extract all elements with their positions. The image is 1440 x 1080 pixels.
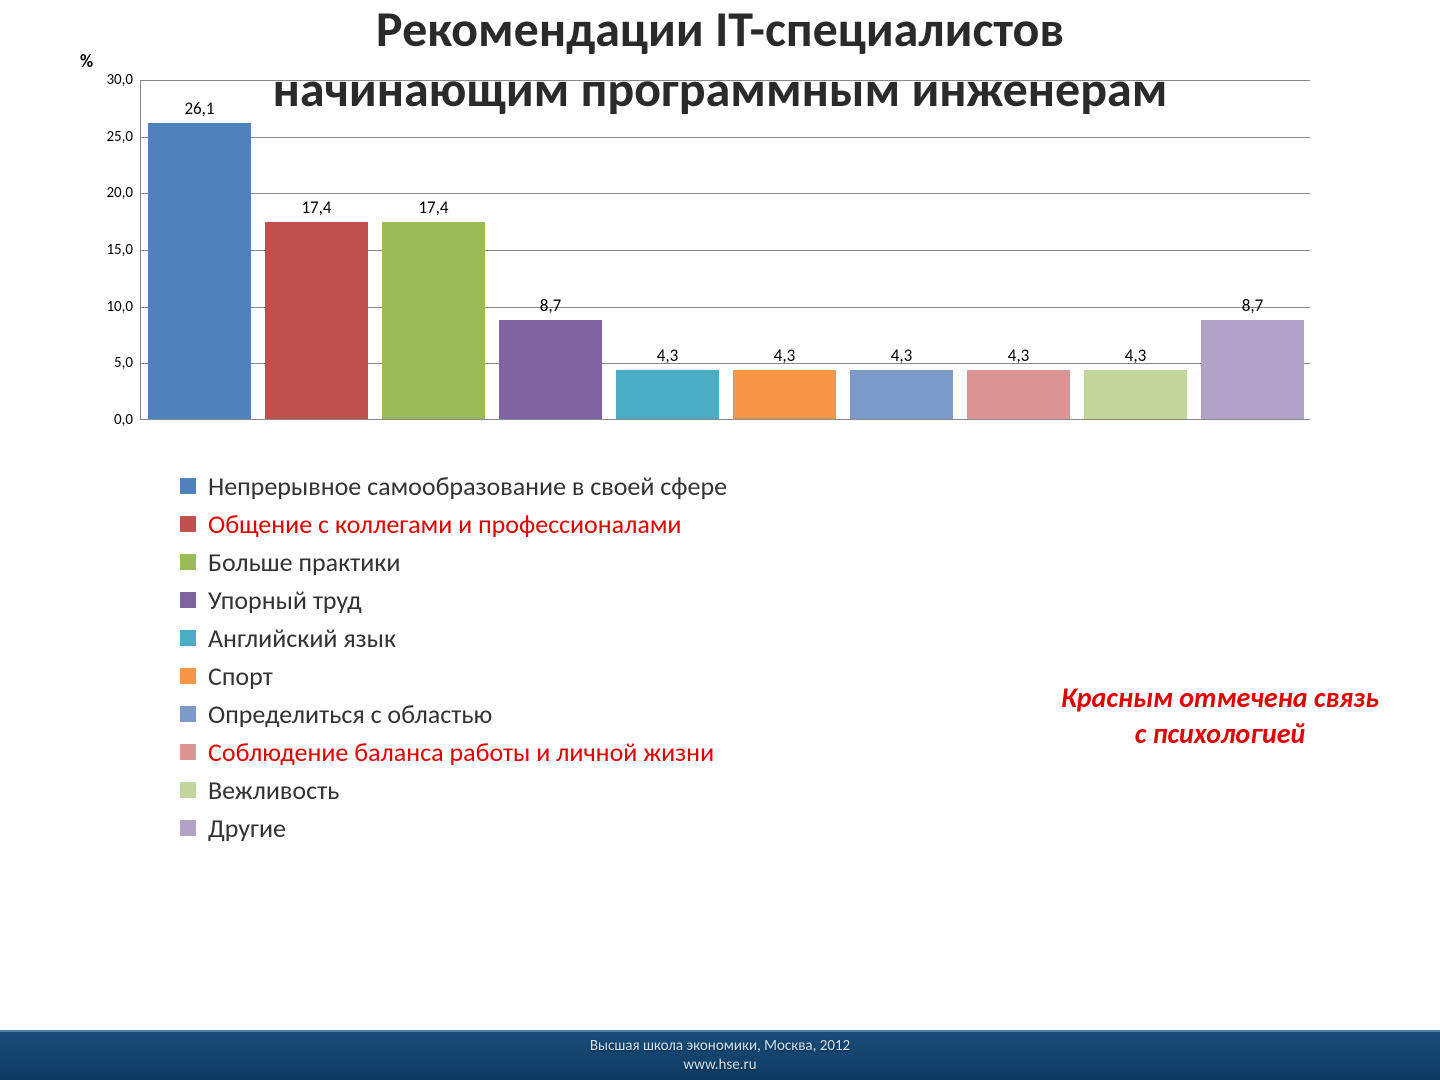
legend-swatch — [180, 668, 196, 684]
legend-label: Спорт — [208, 660, 273, 692]
footer-line-1: Высшая школа экономики, Москва, 2012 — [590, 1037, 850, 1057]
y-tick-label: 0,0 — [114, 411, 133, 429]
psychology-note: Красным отмечена связь с психологией — [1060, 680, 1380, 753]
legend-label: Английский язык — [208, 622, 396, 654]
legend-item: Общение с коллегами и профессионалами — [180, 508, 1060, 540]
bar-value-label: 17,4 — [301, 197, 331, 218]
y-tick-label: 5,0 — [114, 354, 133, 372]
chart-bar: 8,7 — [499, 320, 602, 419]
legend-label: Больше практики — [208, 546, 400, 578]
legend-swatch — [180, 706, 196, 722]
chart-bar: 26,1 — [148, 123, 251, 419]
chart-bar: 4,3 — [967, 370, 1070, 419]
legend-label: Определиться с областью — [208, 698, 492, 730]
bar-value-label: 4,3 — [657, 345, 678, 366]
footer-line-2: www.hse.ru — [683, 1056, 756, 1076]
legend-label: Упорный труд — [208, 584, 362, 616]
y-tick-label: 20,0 — [106, 184, 133, 202]
y-tick-label: 25,0 — [106, 128, 133, 146]
legend-item: Больше практики — [180, 546, 1060, 578]
legend-label: Непрерывное самообразование в своей сфер… — [208, 470, 727, 502]
chart-bar: 17,4 — [265, 222, 368, 419]
chart-plot-area: 0,05,010,015,020,025,030,026,117,417,48,… — [140, 80, 1310, 420]
title-line-2: начинающим программным инженерам — [0, 60, 1440, 120]
chart-legend: Непрерывное самообразование в своей сфер… — [180, 470, 1060, 850]
legend-item: Другие — [180, 812, 1060, 844]
legend-swatch — [180, 516, 196, 532]
bar-value-label: 4,3 — [891, 345, 912, 366]
chart-bar: 17,4 — [382, 222, 485, 419]
legend-item: Определиться с областью — [180, 698, 1060, 730]
footer-bar: Высшая школа экономики, Москва, 2012 www… — [0, 1030, 1440, 1080]
bar-value-label: 4,3 — [1008, 345, 1029, 366]
chart-bar: 4,3 — [850, 370, 953, 419]
legend-swatch — [180, 820, 196, 836]
legend-label: Общение с коллегами и профессионалами — [208, 508, 681, 540]
legend-item: Вежливость — [180, 774, 1060, 806]
chart-bar: 4,3 — [1084, 370, 1187, 419]
legend-swatch — [180, 478, 196, 494]
chart-bar: 8,7 — [1201, 320, 1304, 419]
bar-value-label: 17,4 — [418, 197, 448, 218]
legend-item: Непрерывное самообразование в своей сфер… — [180, 470, 1060, 502]
legend-item: Упорный труд — [180, 584, 1060, 616]
chart-bar: 4,3 — [616, 370, 719, 419]
legend-item: Спорт — [180, 660, 1060, 692]
y-tick-label: 10,0 — [106, 298, 133, 316]
legend-item: Соблюдение баланса работы и личной жизни — [180, 736, 1060, 768]
bar-value-label: 8,7 — [1242, 295, 1263, 316]
chart-bar: 4,3 — [733, 370, 836, 419]
legend-swatch — [180, 592, 196, 608]
bar-value-label: 4,3 — [1125, 345, 1146, 366]
bar-value-label: 8,7 — [540, 295, 561, 316]
bar-value-label: 4,3 — [774, 345, 795, 366]
legend-label: Вежливость — [208, 774, 339, 806]
legend-swatch — [180, 630, 196, 646]
chart-gridline — [141, 193, 1310, 194]
legend-swatch — [180, 554, 196, 570]
slide-title: Рекомендации IT-специалистов начинающим … — [0, 0, 1440, 120]
chart-gridline — [141, 137, 1310, 138]
title-line-1: Рекомендации IT-специалистов — [0, 0, 1440, 60]
legend-label: Другие — [208, 812, 286, 844]
legend-item: Английский язык — [180, 622, 1060, 654]
y-tick-label: 15,0 — [106, 241, 133, 259]
legend-swatch — [180, 744, 196, 760]
legend-label: Соблюдение баланса работы и личной жизни — [208, 736, 714, 768]
legend-swatch — [180, 782, 196, 798]
